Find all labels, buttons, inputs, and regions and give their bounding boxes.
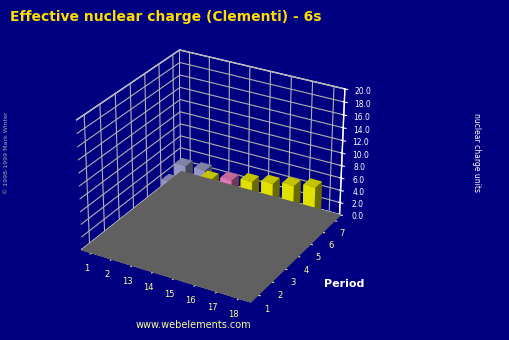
Text: Effective nuclear charge (Clementi) - 6s: Effective nuclear charge (Clementi) - 6s (10, 10, 321, 24)
Text: www.webelements.com: www.webelements.com (136, 320, 251, 330)
Text: nuclear charge units: nuclear charge units (471, 114, 480, 192)
Text: © 1998-1999 Mark Winter: © 1998-1999 Mark Winter (4, 112, 9, 194)
